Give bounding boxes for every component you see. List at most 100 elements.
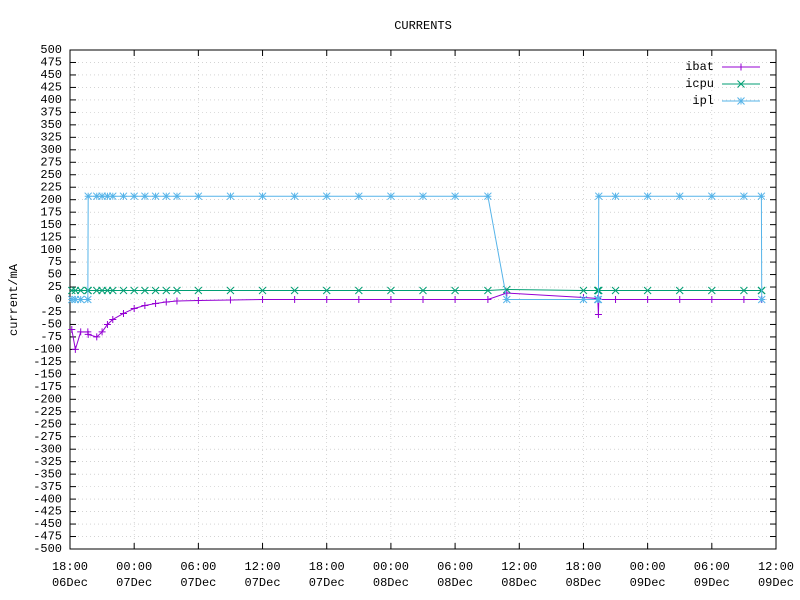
marker: [130, 304, 138, 312]
x-tick-label: 08Dec: [501, 576, 537, 590]
marker: [83, 295, 92, 304]
marker: [675, 286, 684, 295]
x-tick-label: 09Dec: [630, 576, 666, 590]
marker: [71, 345, 79, 353]
y-tick-label: -250: [33, 417, 62, 431]
marker: [173, 192, 181, 201]
y-tick-label: -400: [33, 492, 62, 506]
legend-marker: [737, 97, 745, 105]
marker: [757, 295, 766, 304]
x-tick-label: 06:00: [694, 560, 730, 574]
x-tick-label: 00:00: [630, 560, 666, 574]
marker: [84, 192, 93, 201]
x-tick-label: 06:00: [437, 560, 473, 574]
marker: [451, 192, 459, 201]
marker: [757, 192, 766, 201]
marker: [644, 296, 652, 303]
y-tick-label: -450: [33, 517, 62, 531]
marker: [643, 192, 652, 201]
marker: [484, 192, 492, 201]
y-tick-label: -300: [33, 442, 62, 456]
marker: [84, 330, 92, 338]
legend-label: icpu: [685, 77, 714, 91]
marker: [109, 315, 117, 323]
marker: [194, 192, 203, 201]
marker: [740, 192, 748, 201]
marker: [194, 286, 203, 295]
marker: [76, 295, 85, 304]
x-tick-label: 12:00: [245, 560, 281, 574]
marker: [130, 286, 139, 295]
x-tick-label: 00:00: [373, 560, 409, 574]
marker: [387, 192, 395, 201]
x-tick-label: 08Dec: [565, 576, 601, 590]
marker: [77, 328, 85, 336]
marker: [593, 286, 602, 295]
marker: [708, 296, 716, 303]
y-tick-label: 475: [40, 56, 62, 70]
x-tick-label: 07Dec: [245, 576, 281, 590]
y-tick-label: 125: [40, 230, 62, 244]
marker: [258, 286, 267, 295]
y-tick-label: -425: [33, 505, 62, 519]
marker: [151, 286, 160, 295]
marker: [71, 295, 80, 304]
x-tick-label: 12:00: [758, 560, 794, 574]
legend-label: ipl: [692, 94, 714, 108]
y-tick-label: -200: [33, 392, 62, 406]
marker: [119, 309, 127, 317]
marker: [141, 286, 149, 295]
marker: [594, 192, 603, 201]
y-tick-label: -150: [33, 368, 62, 382]
y-tick-label: 425: [40, 81, 62, 95]
legend-marker: [737, 80, 745, 88]
y-tick-label: -325: [33, 455, 62, 469]
marker: [173, 297, 181, 305]
marker: [108, 192, 117, 201]
marker: [707, 192, 716, 201]
marker: [502, 295, 511, 304]
marker: [130, 192, 139, 201]
marker: [484, 296, 492, 303]
marker: [611, 286, 620, 295]
marker: [226, 286, 235, 295]
y-tick-label: -275: [33, 430, 62, 444]
x-tick-label: 06Dec: [52, 576, 88, 590]
marker: [675, 192, 684, 201]
y-tick-label: -350: [33, 467, 62, 481]
legend: ibat icpu ipl: [685, 60, 760, 108]
x-tick-label: 09Dec: [694, 576, 730, 590]
marker: [451, 296, 459, 303]
marker: [740, 296, 748, 303]
marker: [579, 295, 588, 304]
y-tick-label: 75: [48, 255, 62, 269]
x-tick-label: 09Dec: [758, 576, 794, 590]
marker: [451, 286, 459, 295]
y-tick-label: -50: [40, 318, 62, 332]
marker: [76, 286, 85, 295]
marker: [162, 286, 171, 295]
marker: [291, 296, 299, 303]
marker: [740, 286, 748, 295]
y-tick-label: 25: [48, 280, 62, 294]
marker: [323, 296, 331, 303]
marker: [259, 296, 267, 303]
marker: [612, 296, 620, 303]
legend-label: ibat: [685, 60, 714, 74]
x-tick-label: 07Dec: [116, 576, 152, 590]
y-tick-label: 350: [40, 118, 62, 132]
marker: [611, 192, 620, 201]
y-tick-label: -500: [33, 542, 62, 556]
marker: [419, 286, 427, 295]
marker: [419, 296, 427, 303]
marker: [594, 310, 602, 318]
marker: [98, 328, 106, 336]
x-tick-label: 07Dec: [309, 576, 345, 590]
y-tick-label: 250: [40, 168, 62, 182]
marker: [419, 192, 427, 201]
marker: [103, 320, 111, 328]
marker: [92, 192, 101, 201]
x-tick-label: 08Dec: [437, 576, 473, 590]
x-tick-label: 08Dec: [373, 576, 409, 590]
y-tick-label: -75: [40, 330, 62, 344]
